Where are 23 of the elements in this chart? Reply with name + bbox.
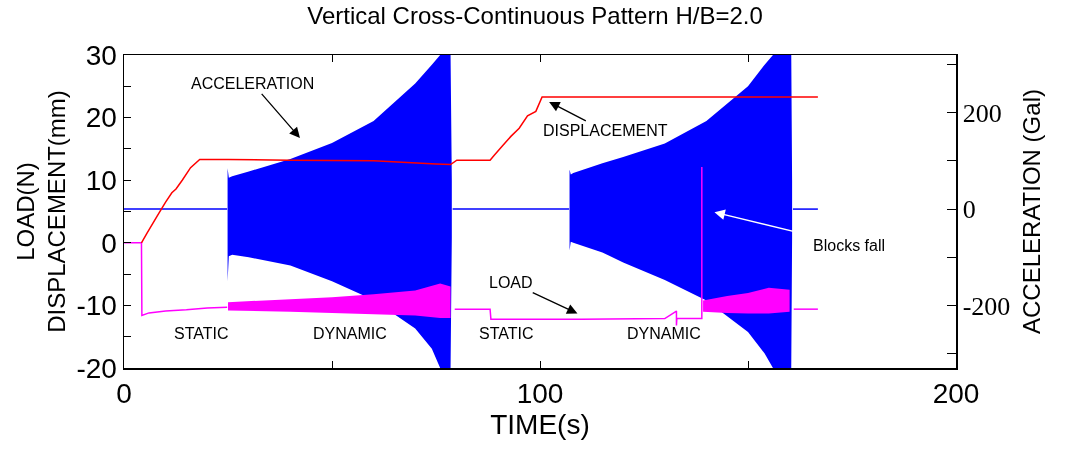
annotation: STATIC bbox=[479, 325, 534, 342]
y-tick-label: 0 bbox=[101, 227, 117, 259]
y-tick-label: 30 bbox=[85, 39, 117, 71]
y2-tick-label: 200 bbox=[962, 98, 1002, 128]
annotation: STATIC bbox=[174, 325, 229, 342]
annotation: Blocks fall bbox=[813, 237, 886, 254]
annotation: DISPLACEMENT bbox=[543, 122, 668, 139]
y-tick-label: -20 bbox=[76, 352, 117, 384]
annotation: DYNAMIC bbox=[627, 325, 701, 342]
y-tick-label: 20 bbox=[85, 102, 117, 134]
y2-tick-label: 0 bbox=[962, 195, 976, 225]
chart-title: Vertical Cross-Continuous Pattern H/B=2.0 bbox=[307, 1, 763, 29]
y-tick-label: 10 bbox=[85, 165, 117, 196]
y-tick-label: -10 bbox=[76, 290, 117, 322]
x-tick-label: 200 bbox=[932, 378, 980, 410]
y2-tick-label: -200 bbox=[962, 291, 1011, 321]
x-tick-label: 100 bbox=[516, 378, 564, 410]
annotation: LOAD bbox=[489, 274, 533, 291]
y-axis-title: LOAD(N) DISPLACEMENT(mm) bbox=[11, 90, 70, 333]
annotation: DYNAMIC bbox=[313, 325, 387, 342]
x-axis-title: TIME(s) bbox=[490, 409, 590, 441]
y2-axis-title: ACCELERATION (Gal) bbox=[1018, 89, 1046, 334]
annotation: ACCELERATION bbox=[191, 75, 315, 92]
